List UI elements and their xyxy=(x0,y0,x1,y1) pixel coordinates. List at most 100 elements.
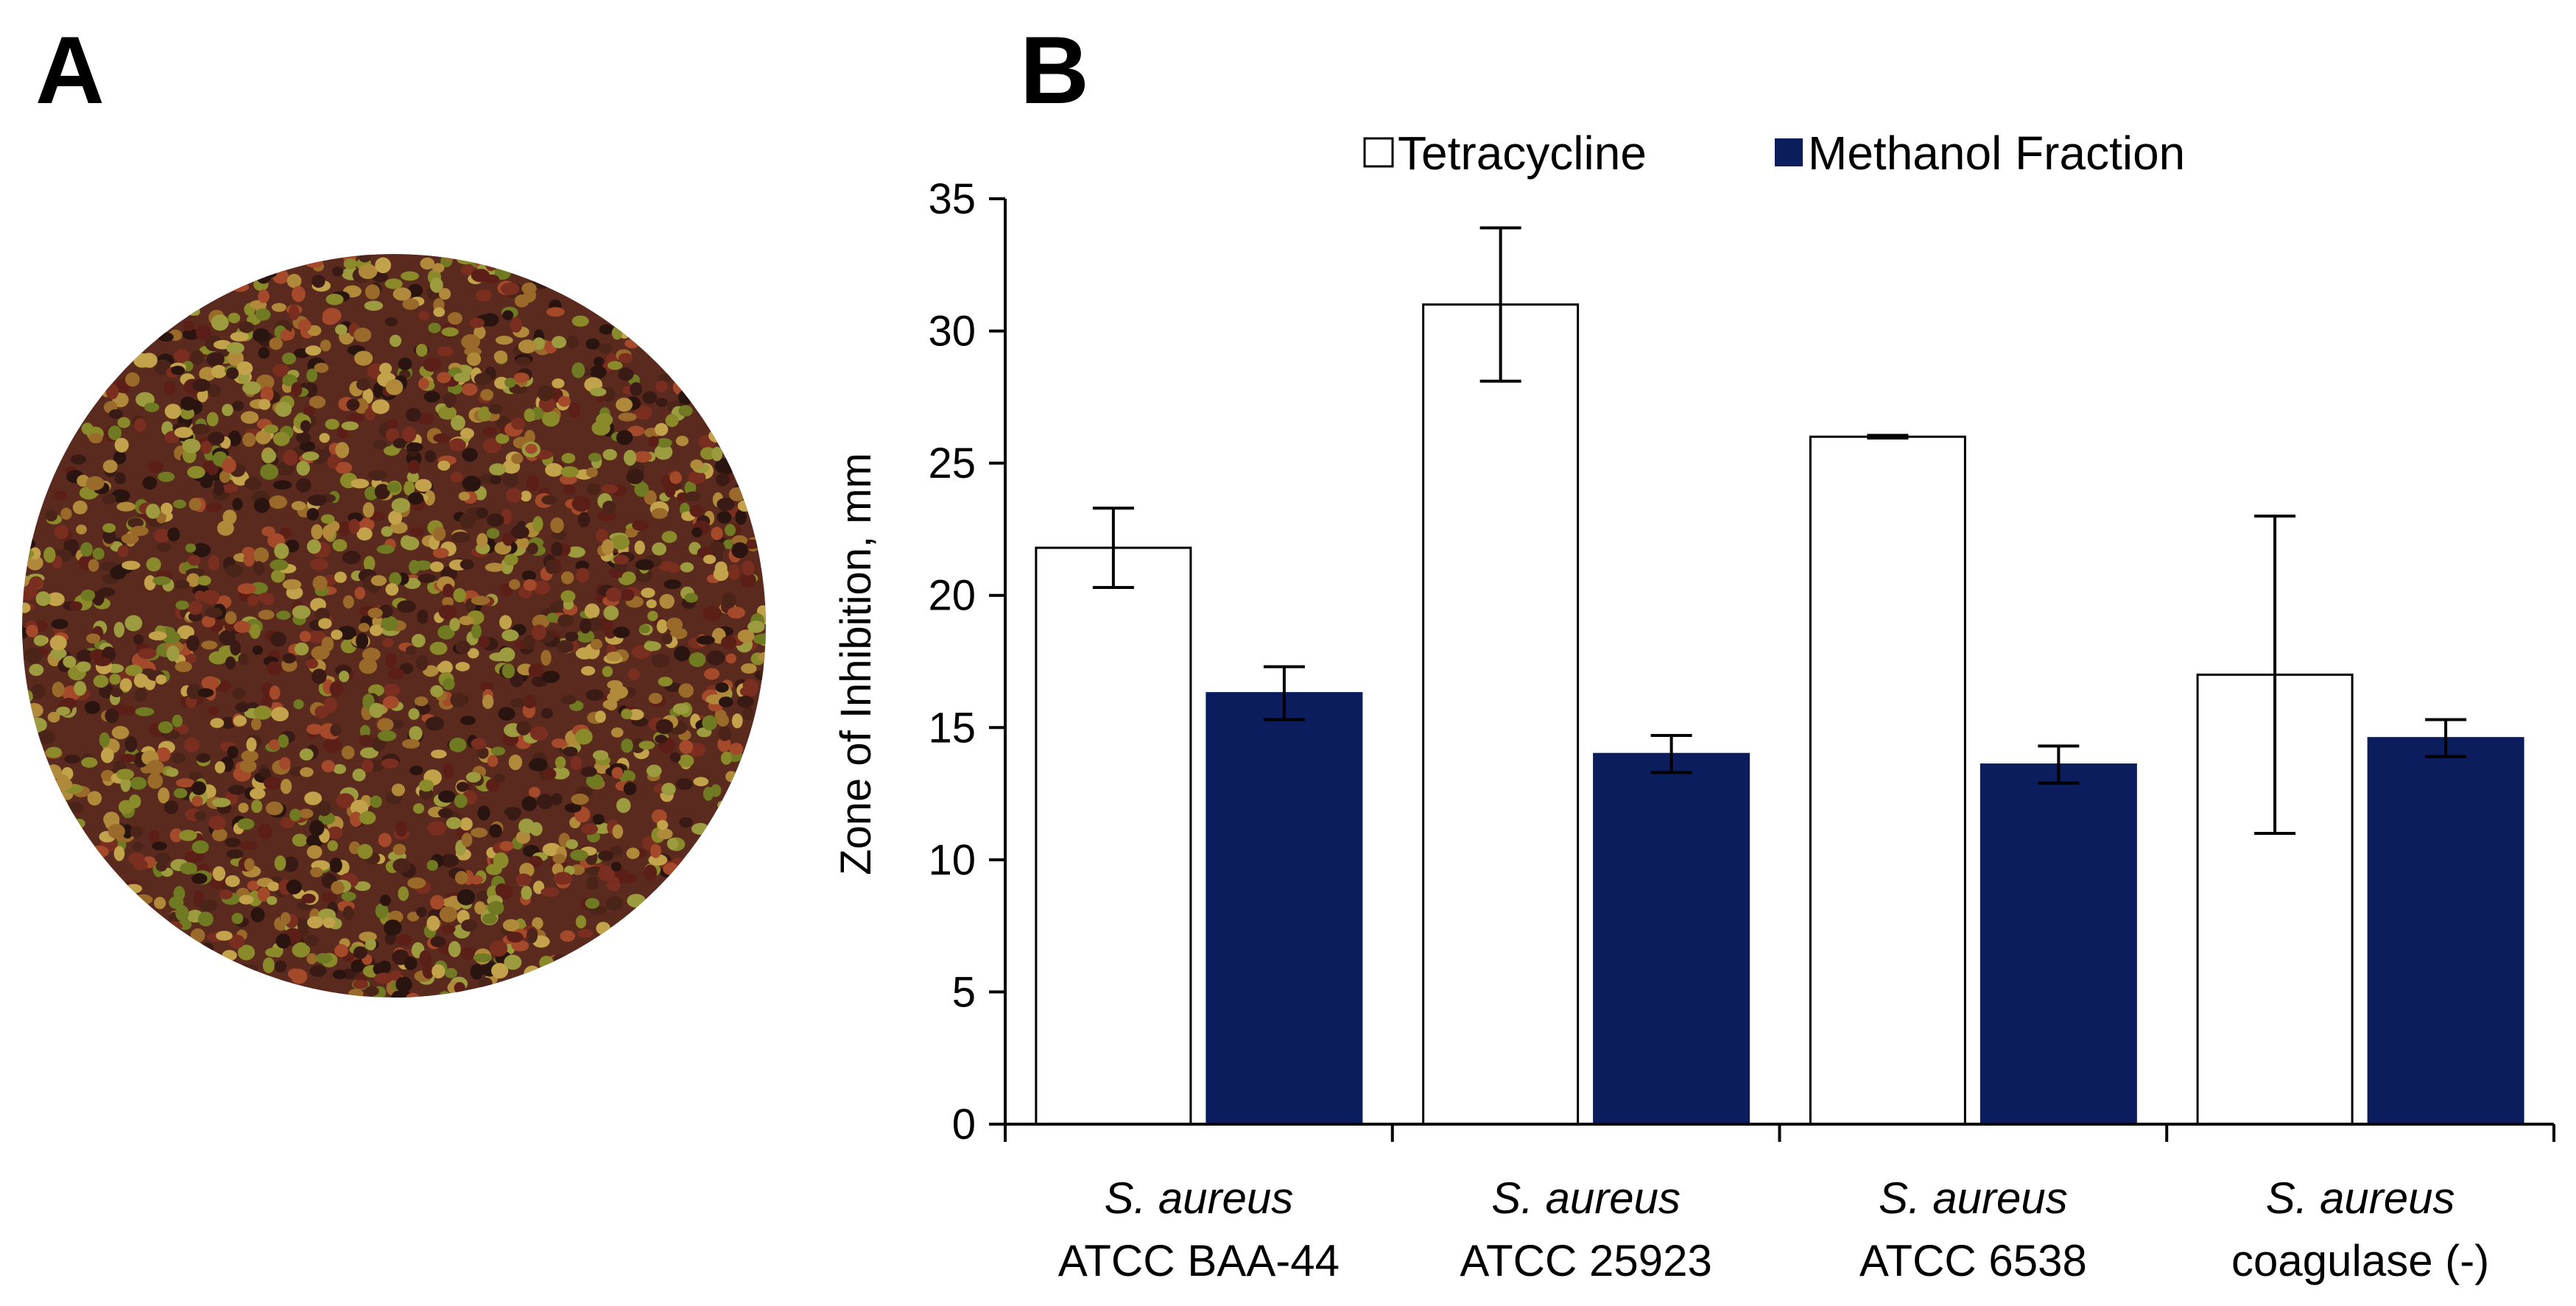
seed xyxy=(627,426,645,437)
seed xyxy=(318,618,332,629)
seed xyxy=(92,590,105,606)
seed xyxy=(200,477,213,489)
seed xyxy=(441,327,459,337)
seed xyxy=(414,696,429,707)
seed xyxy=(453,587,466,603)
seed xyxy=(598,343,613,353)
seed xyxy=(247,880,260,891)
seed xyxy=(575,915,587,929)
seed xyxy=(588,453,602,462)
seed xyxy=(402,738,420,749)
seed xyxy=(298,319,312,332)
seed xyxy=(219,470,230,484)
seed xyxy=(466,352,482,367)
seed xyxy=(502,919,520,932)
seed xyxy=(310,866,323,878)
seed xyxy=(652,542,666,556)
seed xyxy=(504,554,518,566)
seed xyxy=(358,623,370,632)
seed xyxy=(438,406,457,420)
seed xyxy=(437,790,456,803)
seed xyxy=(740,572,756,588)
seed xyxy=(546,307,565,317)
seed xyxy=(720,752,732,765)
seed xyxy=(211,797,231,808)
seed xyxy=(86,633,101,644)
seed xyxy=(356,632,369,649)
seed xyxy=(508,754,523,771)
legend-swatch-methanol xyxy=(1775,138,1803,166)
seed xyxy=(409,560,420,574)
seed xyxy=(154,897,166,909)
seed xyxy=(437,808,453,818)
seed xyxy=(596,528,608,543)
seed xyxy=(292,833,308,847)
seed xyxy=(191,795,203,807)
seed xyxy=(438,660,453,674)
seed xyxy=(514,294,529,308)
seed xyxy=(191,781,206,796)
seed xyxy=(219,889,233,900)
bar-methanol-fraction xyxy=(2367,737,2524,1126)
y-tick-label: 15 xyxy=(928,704,976,752)
seed xyxy=(387,418,399,428)
seed xyxy=(471,738,487,749)
seed xyxy=(122,560,141,571)
seed xyxy=(93,674,109,688)
seed xyxy=(490,746,506,756)
seed xyxy=(731,542,748,559)
seed xyxy=(347,412,365,422)
seed xyxy=(722,592,736,609)
seed xyxy=(555,756,566,769)
seed xyxy=(610,685,628,699)
seed xyxy=(314,705,329,719)
seed xyxy=(327,840,338,852)
seed xyxy=(64,755,81,764)
seed xyxy=(116,501,136,512)
seed xyxy=(502,310,514,320)
seed xyxy=(289,304,300,321)
seed xyxy=(469,317,485,328)
seed xyxy=(461,919,477,932)
seed xyxy=(728,564,740,580)
seed xyxy=(486,528,500,539)
seed xyxy=(715,682,729,693)
seed xyxy=(666,617,683,632)
seed xyxy=(626,847,640,859)
seed xyxy=(195,325,211,340)
seed xyxy=(429,561,444,572)
seed xyxy=(390,970,402,981)
seed xyxy=(331,267,344,277)
seed xyxy=(133,859,148,871)
seed xyxy=(647,610,658,621)
bar-tetracycline xyxy=(1035,546,1192,1126)
seed xyxy=(529,726,549,741)
seed xyxy=(272,364,289,377)
x-category-species: S. aureus xyxy=(1104,1173,1293,1223)
seed xyxy=(201,676,219,690)
seed xyxy=(480,389,494,401)
seed xyxy=(729,743,744,755)
seed xyxy=(419,950,432,967)
seed xyxy=(408,708,420,720)
seed xyxy=(265,947,284,958)
seed xyxy=(529,855,543,868)
legend-label-methanol: Methanol Fraction xyxy=(1808,127,2185,180)
seed xyxy=(54,525,69,540)
seed xyxy=(658,677,673,687)
seed xyxy=(395,934,412,946)
seed xyxy=(491,963,509,979)
seed xyxy=(341,892,356,902)
seed xyxy=(556,640,574,654)
seed xyxy=(311,646,330,660)
seed xyxy=(52,681,65,698)
seed xyxy=(703,605,722,621)
seed xyxy=(163,800,179,814)
seed xyxy=(532,624,547,640)
seed xyxy=(144,402,160,412)
seed xyxy=(369,702,384,719)
seed xyxy=(455,640,471,654)
seed xyxy=(648,436,659,448)
seed xyxy=(110,688,123,698)
seed xyxy=(598,850,614,861)
